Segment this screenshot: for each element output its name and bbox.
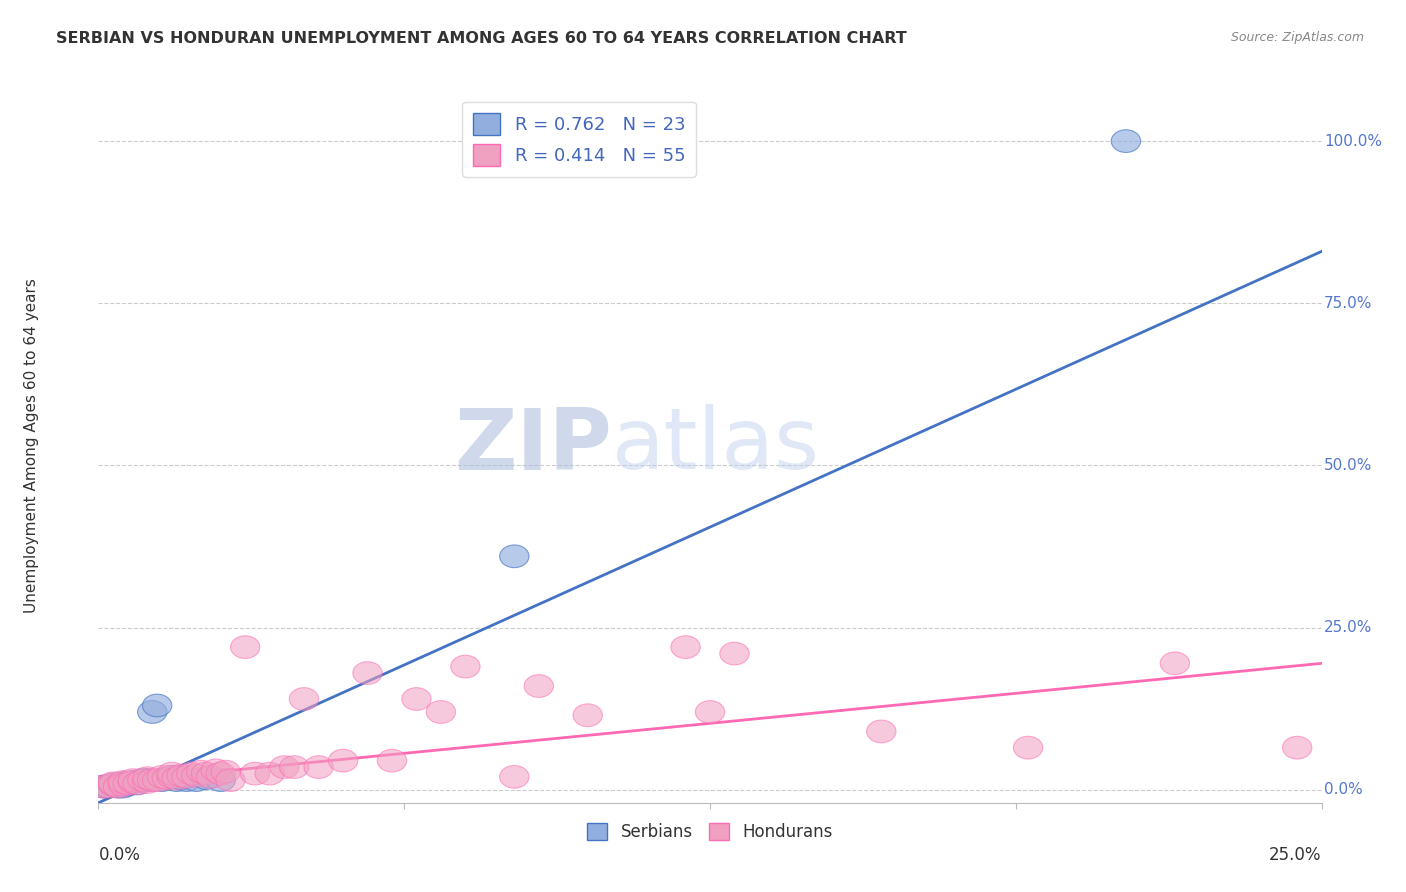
- Ellipse shape: [98, 772, 128, 795]
- Ellipse shape: [254, 763, 284, 785]
- Text: 25.0%: 25.0%: [1324, 620, 1372, 635]
- Ellipse shape: [451, 656, 479, 678]
- Ellipse shape: [1014, 736, 1043, 759]
- Text: 50.0%: 50.0%: [1324, 458, 1372, 473]
- Ellipse shape: [201, 759, 231, 781]
- Ellipse shape: [240, 763, 270, 785]
- Ellipse shape: [112, 772, 142, 795]
- Ellipse shape: [671, 636, 700, 658]
- Ellipse shape: [197, 765, 225, 789]
- Ellipse shape: [866, 720, 896, 743]
- Ellipse shape: [211, 760, 240, 783]
- Text: 25.0%: 25.0%: [1270, 846, 1322, 863]
- Ellipse shape: [94, 775, 122, 798]
- Ellipse shape: [172, 769, 201, 791]
- Ellipse shape: [162, 767, 191, 789]
- Ellipse shape: [162, 769, 191, 791]
- Text: ZIP: ZIP: [454, 404, 612, 488]
- Ellipse shape: [132, 769, 162, 791]
- Ellipse shape: [1160, 652, 1189, 674]
- Ellipse shape: [177, 763, 207, 785]
- Ellipse shape: [103, 775, 132, 798]
- Ellipse shape: [98, 773, 128, 796]
- Ellipse shape: [207, 763, 235, 785]
- Ellipse shape: [290, 688, 319, 710]
- Text: SERBIAN VS HONDURAN UNEMPLOYMENT AMONG AGES 60 TO 64 YEARS CORRELATION CHART: SERBIAN VS HONDURAN UNEMPLOYMENT AMONG A…: [56, 31, 907, 46]
- Ellipse shape: [499, 765, 529, 789]
- Ellipse shape: [148, 769, 177, 791]
- Ellipse shape: [132, 771, 162, 793]
- Ellipse shape: [157, 765, 187, 789]
- Ellipse shape: [122, 772, 152, 795]
- Ellipse shape: [108, 772, 138, 795]
- Ellipse shape: [138, 700, 167, 723]
- Ellipse shape: [167, 767, 197, 789]
- Ellipse shape: [304, 756, 333, 779]
- Ellipse shape: [108, 773, 138, 796]
- Ellipse shape: [191, 767, 221, 789]
- Ellipse shape: [118, 771, 148, 793]
- Ellipse shape: [157, 763, 187, 785]
- Ellipse shape: [191, 763, 221, 785]
- Ellipse shape: [181, 764, 211, 787]
- Ellipse shape: [280, 756, 309, 779]
- Ellipse shape: [574, 704, 602, 727]
- Text: 100.0%: 100.0%: [1324, 134, 1382, 149]
- Ellipse shape: [128, 769, 157, 791]
- Text: atlas: atlas: [612, 404, 820, 488]
- Ellipse shape: [89, 775, 118, 798]
- Ellipse shape: [377, 749, 406, 772]
- Ellipse shape: [1282, 736, 1312, 759]
- Ellipse shape: [138, 769, 167, 791]
- Ellipse shape: [108, 775, 138, 798]
- Ellipse shape: [118, 769, 148, 791]
- Ellipse shape: [98, 773, 128, 796]
- Text: 0.0%: 0.0%: [1324, 782, 1362, 797]
- Ellipse shape: [94, 775, 122, 798]
- Ellipse shape: [426, 700, 456, 723]
- Ellipse shape: [402, 688, 432, 710]
- Ellipse shape: [217, 769, 245, 791]
- Text: 75.0%: 75.0%: [1324, 296, 1372, 310]
- Ellipse shape: [142, 769, 172, 791]
- Ellipse shape: [231, 636, 260, 658]
- Ellipse shape: [103, 775, 132, 798]
- Ellipse shape: [142, 694, 172, 717]
- Ellipse shape: [128, 769, 157, 791]
- Ellipse shape: [108, 771, 138, 793]
- Ellipse shape: [132, 767, 162, 789]
- Ellipse shape: [270, 756, 299, 779]
- Ellipse shape: [167, 764, 197, 787]
- Ellipse shape: [89, 775, 118, 798]
- Ellipse shape: [696, 700, 724, 723]
- Text: Unemployment Among Ages 60 to 64 years: Unemployment Among Ages 60 to 64 years: [24, 278, 38, 614]
- Ellipse shape: [181, 769, 211, 791]
- Ellipse shape: [329, 749, 357, 772]
- Ellipse shape: [187, 760, 217, 783]
- Ellipse shape: [524, 674, 554, 698]
- Ellipse shape: [1111, 129, 1140, 153]
- Ellipse shape: [499, 545, 529, 567]
- Ellipse shape: [720, 642, 749, 665]
- Ellipse shape: [207, 769, 235, 791]
- Ellipse shape: [118, 771, 148, 793]
- Ellipse shape: [152, 767, 181, 789]
- Ellipse shape: [353, 662, 382, 684]
- Text: 0.0%: 0.0%: [98, 846, 141, 863]
- Legend: Serbians, Hondurans: Serbians, Hondurans: [581, 816, 839, 848]
- Ellipse shape: [148, 765, 177, 789]
- Ellipse shape: [112, 773, 142, 796]
- Ellipse shape: [157, 765, 187, 789]
- Ellipse shape: [172, 765, 201, 789]
- Ellipse shape: [122, 772, 152, 795]
- Text: Source: ZipAtlas.com: Source: ZipAtlas.com: [1230, 31, 1364, 45]
